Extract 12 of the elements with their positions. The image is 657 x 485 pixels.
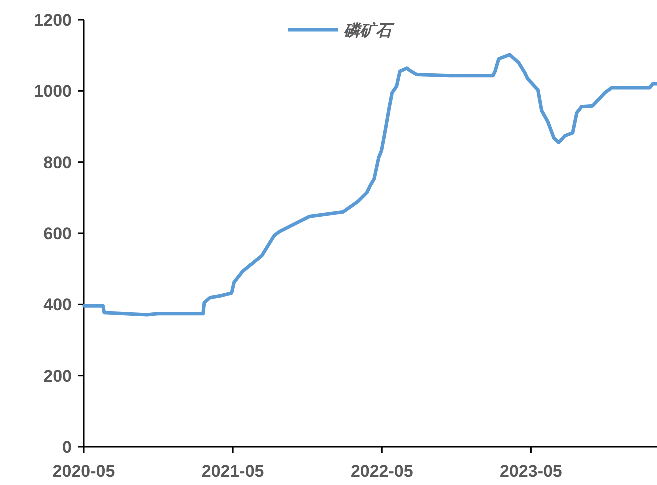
- y-tick-label: 0: [62, 438, 72, 457]
- y-tick-label: 600: [44, 224, 72, 244]
- x-tick-label: 2020-05: [52, 462, 116, 481]
- y-tick-label: 1000: [34, 82, 72, 102]
- x-tick-label: 2022-05: [350, 462, 414, 481]
- x-tick-label: 2021-05: [202, 462, 264, 481]
- y-tick-label: 800: [44, 153, 72, 172]
- y-tick-label: 200: [44, 366, 72, 386]
- y-tick-label: 400: [44, 296, 72, 315]
- x-tick-label: 2023-05: [500, 462, 562, 481]
- y-tick-label: 1200: [34, 11, 72, 30]
- legend-label: 磷矿石: [344, 22, 395, 40]
